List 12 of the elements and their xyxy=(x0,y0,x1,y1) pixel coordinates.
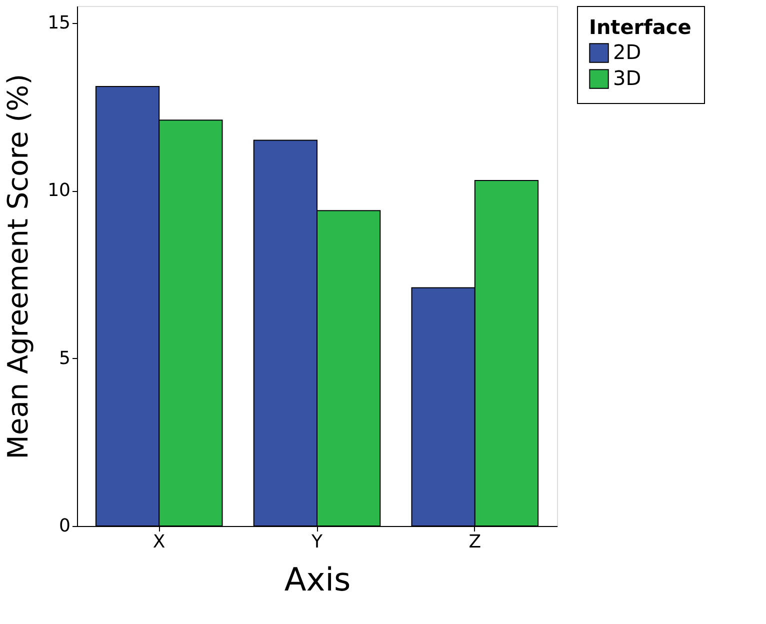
legend-label: 2D xyxy=(613,40,642,64)
y-axis-title: Mean Agreement Score (%) xyxy=(2,74,35,460)
x-axis-title: Axis xyxy=(284,560,351,598)
legend-label: 3D xyxy=(613,66,642,90)
y-tick-label: 15 xyxy=(48,12,70,34)
y-tick-label: 5 xyxy=(59,348,70,369)
y-tick-label: 10 xyxy=(48,180,70,202)
x-tick-label: X xyxy=(152,532,166,552)
legend-title: Interface xyxy=(589,15,692,39)
x-tick-label: Y xyxy=(310,532,324,552)
y-tick-label: 0 xyxy=(59,516,70,536)
x-tick-label: Z xyxy=(468,532,482,552)
